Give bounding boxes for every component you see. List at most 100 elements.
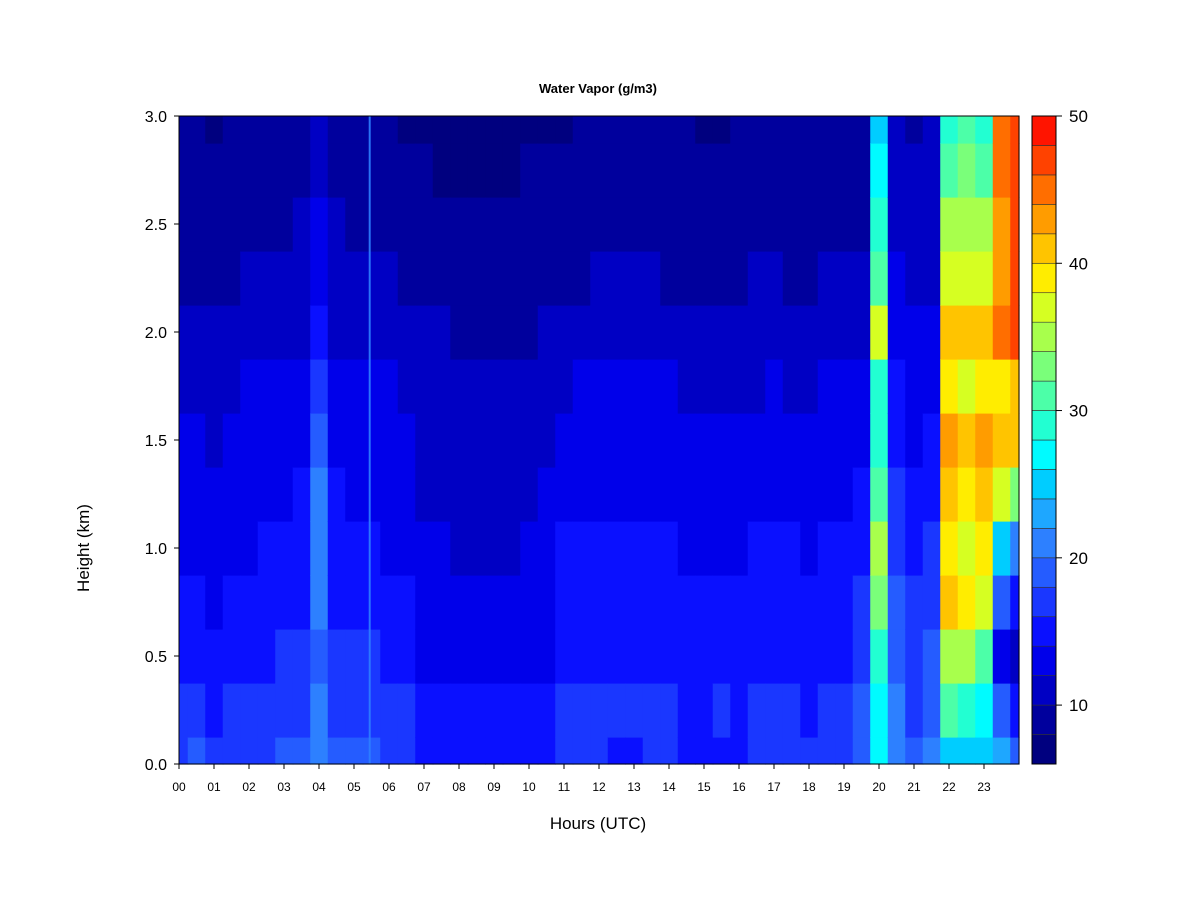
- heatmap-cell: [747, 359, 766, 414]
- chart-title: Water Vapor (g/m3): [539, 81, 657, 96]
- heatmap-cell: [677, 251, 696, 306]
- heatmap-cell: [870, 629, 889, 684]
- heatmap-cell: [362, 467, 381, 522]
- heatmap-cell: [187, 251, 206, 306]
- heatmap-cell: [747, 116, 766, 144]
- heatmap-cell: [257, 737, 276, 765]
- heatmap-cell: [992, 116, 1011, 144]
- heatmap-cell: [975, 629, 994, 684]
- heatmap-cell: [992, 413, 1011, 468]
- heatmap-cell: [397, 116, 416, 144]
- heatmap-cell: [380, 683, 399, 738]
- heatmap-cell: [730, 413, 749, 468]
- heatmap-cell: [240, 683, 259, 738]
- heatmap-cell: [852, 116, 871, 144]
- heatmap-cell: [730, 143, 749, 198]
- heatmap-cell: [940, 143, 959, 198]
- heatmap-cell: [975, 521, 994, 576]
- heatmap-cell: [537, 251, 556, 306]
- heatmap-cell: [835, 359, 854, 414]
- heatmap-cell: [205, 359, 224, 414]
- y-tick-label: 3.0: [145, 109, 167, 126]
- heatmap-cell: [817, 413, 836, 468]
- heatmap-cell: [310, 467, 329, 522]
- heatmap-cell: [642, 143, 661, 198]
- heatmap-cell: [222, 359, 241, 414]
- colorbar-band: [1031, 204, 1057, 235]
- heatmap-cell: [625, 575, 644, 630]
- heatmap-cell: [677, 305, 696, 360]
- heatmap-cell: [432, 197, 451, 252]
- heatmap-cell: [450, 467, 469, 522]
- colorbar-band: [1031, 557, 1057, 588]
- heatmap-cell: [852, 575, 871, 630]
- heatmap-cell: [537, 683, 556, 738]
- heatmap-cell: [222, 629, 241, 684]
- x-axis: 00 01 02 03 04 05 06 07 08 09 10 11 12 13 14 15 16 17 18 19…: [172, 764, 991, 794]
- heatmap-cell: [187, 413, 206, 468]
- heatmap-cell: [747, 143, 766, 198]
- heatmap-cell: [747, 197, 766, 252]
- heatmap-cell: [607, 575, 626, 630]
- heatmap-cell: [205, 143, 224, 198]
- heatmap-cell: [905, 467, 924, 522]
- x-tick-label: 06: [382, 780, 396, 794]
- heatmap-cell: [187, 737, 206, 765]
- heatmap-cell: [940, 521, 959, 576]
- colorbar-band: [1031, 292, 1057, 323]
- heatmap-cell: [292, 305, 311, 360]
- heatmap-cell: [555, 467, 574, 522]
- heatmap-cell: [205, 413, 224, 468]
- colorbar-band: [1031, 262, 1057, 294]
- heatmap-cell: [467, 683, 486, 738]
- heatmap-cell: [765, 116, 784, 144]
- heatmap-cell: [747, 575, 766, 630]
- heatmap-cell: [450, 305, 469, 360]
- heatmap-cell: [765, 251, 784, 306]
- heatmap-cell: [485, 629, 504, 684]
- x-tick-label: 04: [312, 780, 326, 794]
- heatmap-cell: [905, 359, 924, 414]
- heatmap-cell: [362, 143, 381, 198]
- heatmap-cell: [310, 359, 329, 414]
- heatmap-cell: [695, 467, 714, 522]
- heatmap-cell: [817, 521, 836, 576]
- heatmap-cell: [835, 575, 854, 630]
- heatmap-cell: [450, 116, 469, 144]
- heatmap-cell: [362, 521, 381, 576]
- heatmap-cell: [870, 251, 889, 306]
- heatmap-cell: [537, 305, 556, 360]
- heatmap-cell: [275, 251, 294, 306]
- heatmap-cell: [415, 575, 434, 630]
- heatmap-cell: [625, 737, 644, 765]
- heatmap-cell: [992, 305, 1011, 360]
- heatmap-cell: [677, 575, 696, 630]
- heatmap-cell: [642, 305, 661, 360]
- heatmap-cell: [345, 197, 364, 252]
- heatmap-cell: [957, 467, 976, 522]
- heatmap-cell: [205, 197, 224, 252]
- heatmap-cell: [922, 467, 941, 522]
- heatmap-cell: [870, 737, 889, 765]
- heatmap-cell: [240, 413, 259, 468]
- heatmap-cell: [817, 467, 836, 522]
- heatmap-cell: [502, 683, 521, 738]
- heatmap-cell: [485, 413, 504, 468]
- heatmap-cell: [1010, 305, 1020, 360]
- heatmap-cell: [677, 629, 696, 684]
- heatmap-cell: [1010, 521, 1020, 576]
- heatmap-cell: [345, 521, 364, 576]
- heatmap-cell: [310, 575, 329, 630]
- heatmap-cell: [179, 143, 189, 198]
- heatmap-cell: [502, 467, 521, 522]
- heatmap-cell: [292, 521, 311, 576]
- heatmap-cell: [590, 737, 609, 765]
- heatmap-cell: [905, 683, 924, 738]
- heatmap-cell: [817, 737, 836, 765]
- heatmap-cell: [730, 251, 749, 306]
- heatmap-cell: [257, 683, 276, 738]
- heatmap-cell: [240, 629, 259, 684]
- heatmap-cell: [555, 575, 574, 630]
- heatmap-cell: [870, 359, 889, 414]
- heatmap-cell: [835, 467, 854, 522]
